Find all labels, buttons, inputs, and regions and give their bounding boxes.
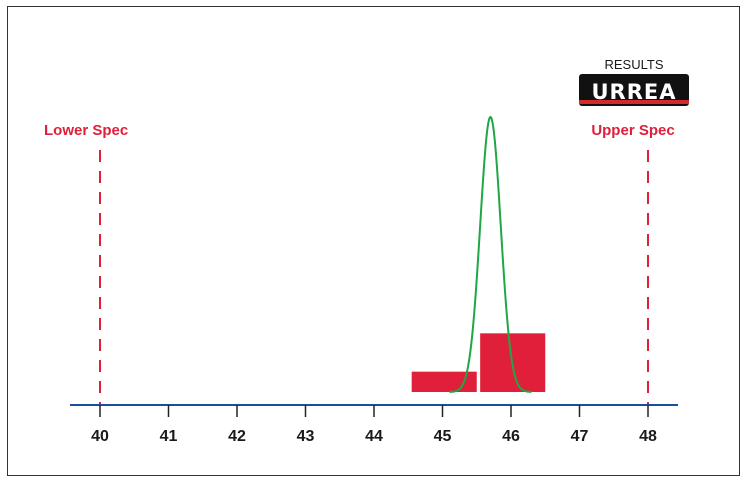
normal-distribution-curve	[449, 115, 532, 393]
x-tick-label-41: 41	[160, 428, 178, 445]
urrea-results-logo: RESULTS URREA	[579, 57, 689, 106]
logo-brand: URREA	[592, 80, 677, 104]
logo-background	[579, 74, 689, 106]
axis-layer: 40 41 42 43 44 45 46 47 48	[70, 404, 678, 445]
curve-layer	[449, 115, 532, 393]
logo-accent-stripe	[579, 100, 689, 104]
x-tick-label-42: 42	[228, 428, 246, 445]
x-tick-label-44: 44	[365, 428, 383, 445]
logo-caption: RESULTS	[605, 57, 664, 72]
x-tick-label-47: 47	[571, 428, 589, 445]
x-tick-label-46: 46	[502, 428, 520, 445]
x-tick-label-40: 40	[91, 428, 109, 445]
lower-spec-label: Lower Spec	[44, 122, 128, 139]
x-tick-label-45: 45	[434, 428, 452, 445]
x-tick-label-43: 43	[297, 428, 315, 445]
bars-layer	[411, 333, 546, 392]
upper-spec-label: Upper Spec	[591, 122, 674, 139]
spec-layer: Lower Spec Upper Spec	[44, 122, 675, 405]
x-tick-label-48: 48	[639, 428, 657, 445]
